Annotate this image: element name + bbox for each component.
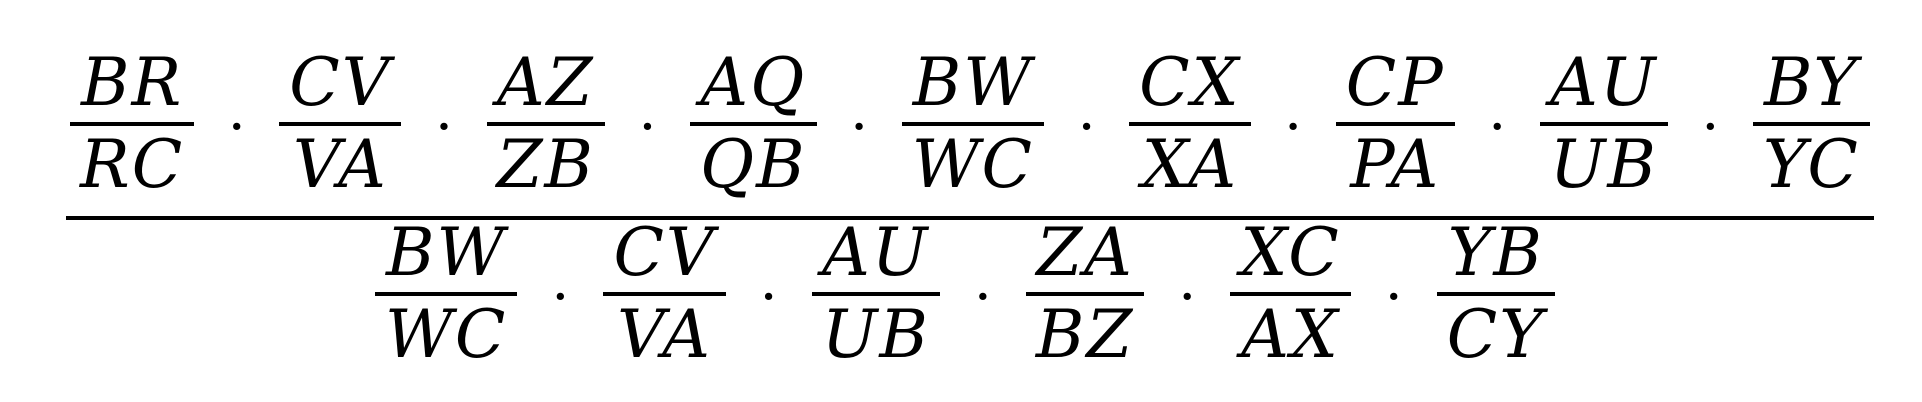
- multiplication-dot: ·: [850, 95, 869, 160]
- fraction: XC AX: [1230, 214, 1351, 373]
- fraction-bar: [690, 122, 817, 126]
- fraction-bar: [1436, 292, 1555, 296]
- multiplication-dot: ·: [1178, 265, 1197, 330]
- fraction-bar: [1752, 122, 1870, 126]
- fraction: BR RC: [70, 44, 195, 203]
- fraction-denominator: XA: [1141, 126, 1239, 203]
- fraction-denominator: UB: [821, 296, 930, 373]
- fraction-denominator: YC: [1762, 126, 1860, 203]
- multiplication-dot: ·: [973, 265, 992, 330]
- fraction-denominator: UB: [1549, 126, 1658, 203]
- fraction: AU UB: [811, 214, 940, 373]
- fraction-bar: [279, 122, 402, 126]
- fraction-bar: [603, 292, 726, 296]
- fraction-denominator: ZB: [496, 126, 595, 203]
- multiplication-dot: ·: [638, 95, 657, 160]
- multiplication-dot: ·: [1384, 265, 1403, 330]
- multiplication-dot: ·: [1077, 95, 1096, 160]
- fraction-denominator: AX: [1241, 296, 1340, 373]
- fraction-denominator: PA: [1350, 126, 1441, 203]
- fraction-denominator: WC: [911, 126, 1035, 203]
- fraction: AQ QB: [690, 50, 817, 198]
- multiplication-dot: ·: [759, 265, 778, 330]
- fraction-bar: [375, 292, 518, 296]
- multiplication-dot: ·: [435, 95, 453, 160]
- fraction-numerator: CV: [289, 44, 392, 121]
- fraction: CV VA: [279, 44, 402, 203]
- fraction: AU UB: [1539, 44, 1668, 203]
- fraction-denominator: RC: [80, 126, 185, 203]
- multiplication-dot: ·: [1488, 95, 1507, 160]
- fraction-numerator: AZ: [496, 44, 595, 121]
- denominator-product: BW WC · CV VA · AU UB · ZA BZ · XC AX ·: [375, 220, 1555, 368]
- main-fraction-bar: [66, 216, 1874, 220]
- fraction-numerator: AU: [822, 214, 930, 291]
- fraction-denominator: WC: [385, 296, 508, 373]
- fraction-denominator: QB: [700, 126, 807, 203]
- fraction-numerator: CP: [1345, 44, 1445, 121]
- fraction: BW WC: [375, 214, 518, 373]
- fraction-denominator: CY: [1446, 296, 1545, 373]
- multiplication-dot: ·: [551, 265, 570, 330]
- fraction-numerator: BY: [1763, 44, 1859, 121]
- fraction: AZ ZB: [486, 44, 605, 203]
- fraction-bar: [811, 292, 940, 296]
- fraction: CV VA: [603, 214, 726, 373]
- fraction-numerator: AU: [1550, 44, 1658, 121]
- fraction: BW WC: [901, 44, 1045, 203]
- fraction-denominator: VA: [617, 296, 712, 373]
- fraction-numerator: XC: [1240, 214, 1341, 291]
- fraction-bar: [1129, 122, 1251, 126]
- fraction-numerator: CX: [1139, 44, 1241, 121]
- fraction: CX XA: [1129, 50, 1251, 198]
- fraction-numerator: YB: [1447, 214, 1544, 291]
- fraction-bar: [1025, 292, 1145, 296]
- fraction: ZA BZ: [1025, 214, 1145, 373]
- fraction: BY YC: [1752, 44, 1870, 203]
- fraction-numerator: AQ: [700, 44, 807, 121]
- multiplication-dot: ·: [227, 95, 246, 160]
- fraction-denominator: BZ: [1035, 296, 1135, 373]
- fraction-bar: [1335, 122, 1455, 126]
- fraction-bar: [901, 122, 1045, 126]
- fraction-bar: [486, 122, 605, 126]
- numerator-product: BR RC · CV VA · AZ ZB · AQ QB · BW WC ·: [70, 50, 1870, 198]
- fraction-bar: [1539, 122, 1668, 126]
- fraction-numerator: BW: [386, 214, 507, 291]
- fraction: YB CY: [1436, 214, 1555, 373]
- fraction-denominator: VA: [292, 126, 388, 203]
- multiplication-dot: ·: [1701, 95, 1720, 160]
- fraction-bar: [70, 122, 195, 126]
- fraction-numerator: CV: [613, 214, 716, 291]
- fraction-bar: [1230, 292, 1351, 296]
- fraction-numerator: ZA: [1036, 214, 1134, 291]
- fraction-numerator: BW: [912, 44, 1034, 121]
- multiplication-dot: ·: [1284, 95, 1303, 160]
- fraction-numerator: BR: [81, 44, 184, 121]
- fraction: CP PA: [1335, 44, 1455, 203]
